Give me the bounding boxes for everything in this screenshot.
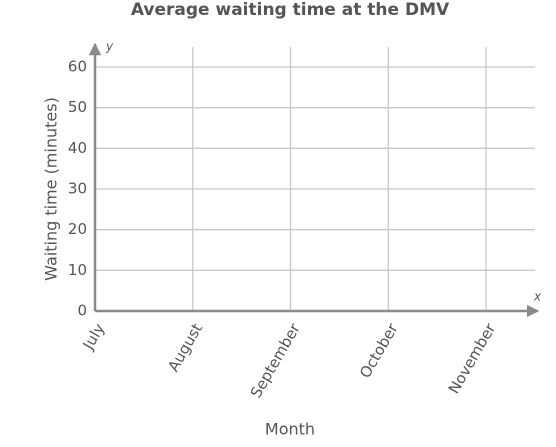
- y-axis-label: Waiting time (minutes): [42, 97, 61, 281]
- y-axis-letter: y: [105, 40, 114, 54]
- x-tick-label: July: [79, 320, 109, 353]
- y-tick-label: 50: [68, 98, 87, 116]
- x-tick-label: August: [164, 320, 206, 375]
- y-tick-label: 40: [68, 139, 87, 157]
- x-tick-label: October: [356, 320, 402, 382]
- chart-title: Average waiting time at the DMV: [131, 0, 450, 20]
- y-tick-label: 0: [77, 302, 87, 320]
- y-tick-label: 30: [68, 180, 87, 198]
- x-axis-label: Month: [265, 420, 315, 439]
- x-tick-label: September: [247, 320, 304, 402]
- x-tick-label: November: [445, 320, 500, 397]
- y-tick-label: 60: [68, 58, 87, 76]
- y-tick-label: 20: [68, 220, 87, 238]
- grid: [95, 47, 535, 312]
- x-axis-letter: x: [533, 290, 542, 304]
- y-tick-label: 10: [68, 261, 87, 279]
